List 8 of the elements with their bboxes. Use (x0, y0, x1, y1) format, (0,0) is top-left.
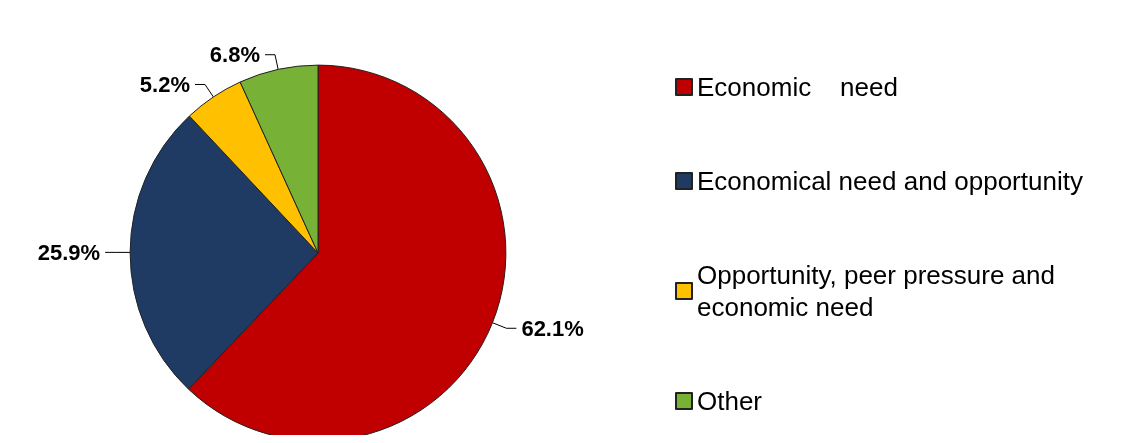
legend-label: Economical need and opportunity (697, 166, 1083, 196)
legend-label: Other (697, 386, 763, 416)
data-label: 62.1% (521, 315, 584, 341)
legend-label: Economic need (697, 72, 898, 102)
legend-label: Opportunity, peer pressure and economic need (697, 260, 1063, 322)
data-label: 25.9% (37, 239, 101, 265)
data-label: 5.2% (139, 71, 191, 97)
data-label: 6.8% (209, 42, 260, 68)
